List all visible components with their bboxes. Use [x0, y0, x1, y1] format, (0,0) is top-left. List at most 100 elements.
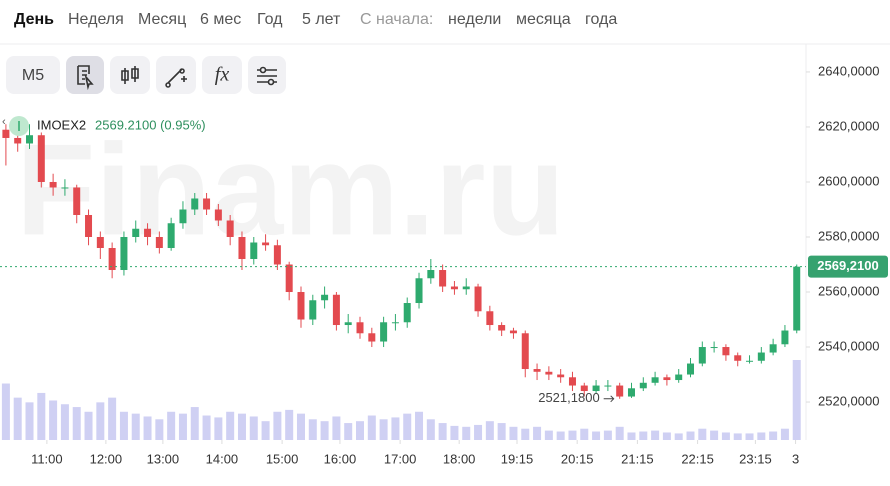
- button[interactable]: [110, 56, 150, 94]
- candle-body: [391, 322, 399, 324]
- icon: [259, 66, 267, 74]
- candle-body: [663, 377, 671, 381]
- candle-body: [486, 311, 494, 326]
- candle-body: [568, 377, 576, 386]
- icon: [165, 68, 187, 88]
- plot: 2520,0000 2540,0000 2560,0000 2580,0000 2600…: [0, 63, 888, 466]
- x-tick-label: 20:15: [561, 451, 594, 466]
- tab[interactable]: 6 мес: [200, 11, 241, 28]
- volume-bar: [415, 411, 424, 440]
- candle-body: [14, 137, 22, 144]
- price-tag-label: 2569,2100: [817, 258, 878, 273]
- volume-bar: [155, 419, 164, 440]
- tab[interactable]: недели: [448, 11, 501, 28]
- collapse-arrow[interactable]: ‹: [2, 116, 6, 128]
- y-tick-label: 2640,0000: [818, 63, 879, 78]
- candle-body: [238, 236, 246, 260]
- volume-bar: [143, 416, 152, 440]
- candle-body: [545, 371, 553, 375]
- volume-bar: [273, 411, 282, 440]
- y-tick-label: 2560,0000: [818, 283, 879, 298]
- volume-bar: [96, 402, 105, 440]
- candle-body: [155, 236, 163, 249]
- candle-body: [108, 248, 116, 271]
- x-tick-label: 11:00: [31, 451, 63, 466]
- volume-bar: [497, 423, 506, 440]
- volume-bar: [698, 428, 707, 440]
- candle-body: [96, 236, 104, 249]
- volume-bar: [686, 431, 695, 440]
- volume-bar: [721, 432, 730, 440]
- volume-bar: [769, 431, 778, 440]
- tab[interactable]: месяца: [516, 11, 571, 28]
- min-label: 2521,1800: [538, 390, 599, 405]
- volume-bar: [580, 428, 589, 440]
- volume-bar: [533, 426, 542, 440]
- volume-bar: [426, 419, 435, 440]
- candle-body: [439, 270, 447, 287]
- tab[interactable]: 5 лет: [302, 11, 341, 28]
- x-tick-label: 3: [792, 451, 799, 466]
- tab[interactable]: Месяц: [138, 11, 186, 28]
- candle-body: [427, 270, 435, 279]
- y-tick-label: 2540,0000: [818, 338, 879, 353]
- volume-bar: [462, 426, 471, 440]
- volume-bar: [745, 433, 754, 440]
- candle-body: [521, 333, 529, 370]
- button[interactable]: [6, 56, 60, 94]
- volume-bar: [49, 400, 58, 440]
- candle-body: [651, 377, 659, 383]
- x-tick-label: 18:00: [443, 451, 476, 466]
- candle-body: [746, 360, 754, 362]
- volume-bar: [72, 407, 81, 440]
- candle-body: [450, 286, 458, 290]
- instrument-last: 2569.2100 (0.95%): [95, 117, 206, 132]
- volume-bar: [131, 413, 140, 440]
- candle-body: [462, 286, 470, 290]
- tab[interactable]: Год: [257, 11, 283, 28]
- x-tick-label: 16:00: [324, 451, 357, 466]
- candle-body: [380, 322, 388, 342]
- tab[interactable]: Неделя: [68, 11, 124, 28]
- volume-bar: [710, 430, 719, 440]
- candle-body: [592, 385, 600, 392]
- volume-bar: [556, 431, 565, 440]
- candle-body: [285, 264, 293, 293]
- volume-bar: [379, 419, 388, 440]
- candle-body: [344, 322, 352, 326]
- button[interactable]: [202, 56, 242, 94]
- x-tick-label: 19:15: [501, 451, 534, 466]
- tab[interactable]: года: [585, 11, 617, 28]
- candle-body: [332, 294, 340, 326]
- y-tick-label: 2580,0000: [818, 228, 879, 243]
- function-icon: fx: [215, 64, 230, 86]
- x-tick-label: 21:15: [621, 451, 654, 466]
- candle-body: [179, 209, 187, 224]
- candle-body: [639, 382, 647, 389]
- watermark: Finam.ru: [16, 116, 565, 262]
- candle-body: [273, 245, 281, 265]
- candle-body: [722, 347, 730, 356]
- button[interactable]: [248, 56, 286, 94]
- volume-bar: [450, 425, 459, 440]
- candle-body: [191, 198, 199, 210]
- candle-body: [203, 198, 211, 210]
- candle-body: [144, 228, 152, 237]
- volume-bar: [202, 415, 211, 440]
- tab[interactable]: День: [14, 11, 54, 28]
- volume-bar: [592, 431, 601, 440]
- interval: M5: [22, 67, 44, 84]
- candle-body: [262, 242, 270, 246]
- min-arrow: [603, 395, 615, 403]
- since-label: С начала:: [360, 11, 433, 28]
- x-tick-label: 15:00: [266, 451, 299, 466]
- volume-bar: [84, 411, 93, 440]
- volume-bar: [237, 413, 246, 440]
- volume-bar: [226, 411, 235, 440]
- candle-body: [781, 330, 789, 345]
- toolbar: M5 fx: [6, 56, 286, 94]
- candle-body: [734, 355, 742, 361]
- candle-body: [698, 347, 706, 364]
